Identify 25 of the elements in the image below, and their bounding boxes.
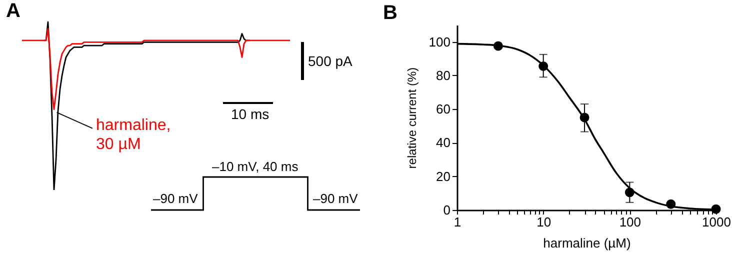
text: harmaline, 30 µM [96,116,172,154]
point [624,188,634,198]
annotation: –10 mV, 40 ms [212,159,298,174]
point [666,199,676,209]
annotation: 10 ms [231,106,270,122]
text: A [6,0,20,23]
x-axis-title: harmaline (µM) [543,236,631,250]
x-tick-label: 100 [619,214,642,230]
point [580,112,590,122]
point [493,41,503,51]
annotation: –90 mV [153,191,198,206]
y-axis-title: relative current (%) [404,67,419,169]
y-tick-label: 0 [443,202,450,218]
y-tick-label: 60 [436,102,450,117]
text: B [383,2,398,25]
annotation: –90 mV [313,191,358,206]
x-tick-label: 1000 [702,214,731,230]
y-tick-label: 40 [436,135,450,150]
y-tick-label: 100 [428,34,450,50]
x-tick-label: 10 [536,214,552,230]
text: 500 pA [308,53,352,69]
y-tick-label: 20 [436,168,450,184]
x-tick-label: 1 [454,214,462,230]
y-tick-label: 80 [436,68,450,83]
point [711,204,721,214]
